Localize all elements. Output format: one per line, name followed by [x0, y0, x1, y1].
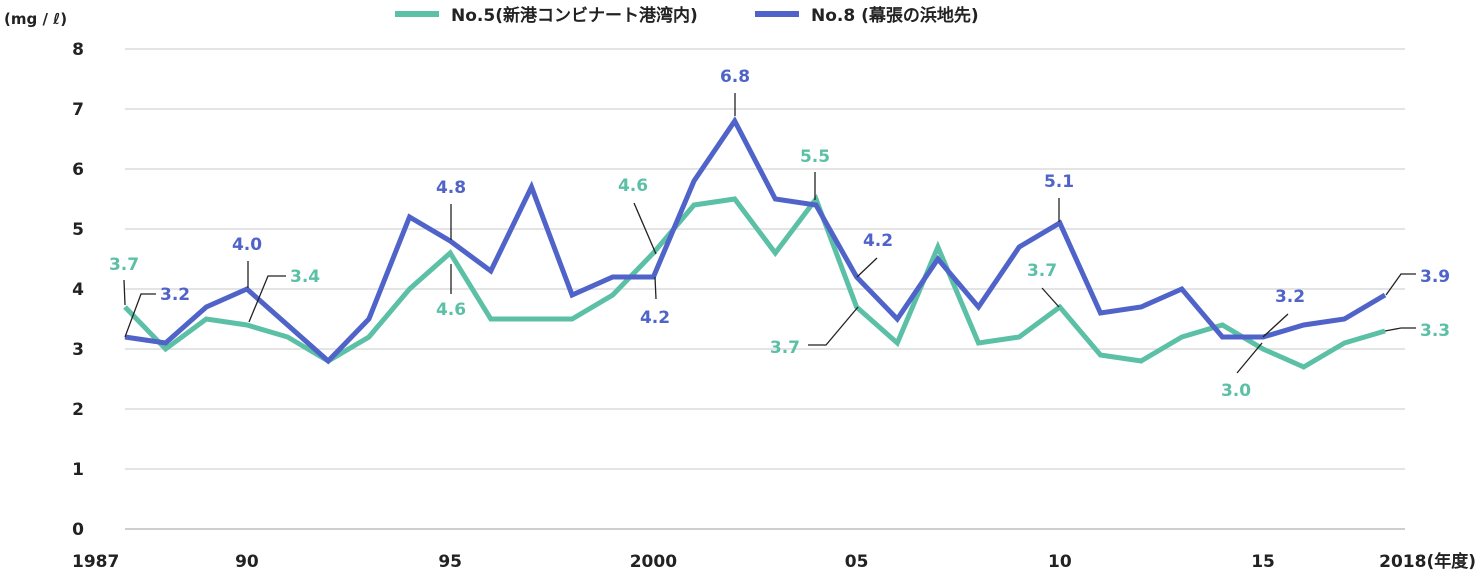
- x-tick-label: 2018(年度): [1379, 551, 1476, 570]
- data-label: 3.7: [1027, 261, 1057, 281]
- leader-line: [654, 276, 657, 300]
- leader-line: [123, 279, 126, 306]
- y-tick-label: 6: [72, 160, 84, 180]
- y-tick-label: 2: [72, 400, 84, 420]
- data-label: 5.5: [800, 147, 830, 167]
- data-label: 3.4: [290, 267, 320, 287]
- data-label: 6.8: [720, 67, 750, 87]
- data-label: 4.6: [618, 176, 648, 196]
- data-label: 3.7: [109, 255, 139, 275]
- leader-line: [248, 275, 286, 323]
- x-tick-label: 05: [845, 552, 869, 570]
- x-tick-label: 95: [438, 552, 462, 570]
- y-tick-label: 1: [72, 460, 84, 480]
- y-tick-label: 4: [72, 280, 84, 300]
- leader-line: [808, 306, 859, 346]
- leader-line: [1041, 287, 1060, 308]
- data-label: 3.2: [1275, 287, 1305, 307]
- legend-label: No.8 (幕張の浜地先): [811, 5, 979, 26]
- leader-line: [633, 202, 657, 255]
- data-label: 3.3: [1420, 321, 1450, 341]
- y-tick-label: 8: [72, 40, 84, 60]
- x-tick-label: 2000: [630, 552, 677, 570]
- y-unit-label: (mg / ℓ): [4, 10, 67, 28]
- data-label: 3.0: [1221, 381, 1251, 401]
- x-tick-label: 1987: [72, 552, 119, 570]
- leader-line: [1236, 342, 1263, 374]
- x-tick-label: 15: [1251, 552, 1275, 570]
- y-tick-label: 7: [72, 100, 84, 120]
- data-labels: 3.7 3.4 4.6 4.6 5.5 3.7 3.7 3.0 3.3 3.2 4.0 4.8 4.2 6…: [109, 67, 1450, 401]
- y-tick-label: 3: [72, 340, 84, 360]
- leader-line: [124, 293, 156, 338]
- data-label: 4.8: [436, 178, 466, 198]
- data-label: 4.2: [640, 308, 670, 328]
- data-label: 5.1: [1044, 172, 1074, 192]
- data-label: 3.2: [160, 285, 190, 305]
- data-label: 4.2: [863, 231, 893, 251]
- series-lines: [123, 116, 1387, 370]
- leader-line: [1384, 327, 1416, 332]
- data-label: 4.6: [436, 300, 466, 320]
- y-tick-label: 5: [72, 220, 84, 240]
- leader-line: [1262, 313, 1289, 338]
- data-label: 3.7: [770, 338, 800, 358]
- y-tick-label: 0: [72, 520, 84, 540]
- x-tick-label: 10: [1048, 552, 1072, 570]
- legend: No.5(新港コンビナート港湾内) No.8 (幕張の浜地先): [395, 5, 979, 26]
- series-line: [124, 116, 1387, 365]
- y-axis: 0 1 2 3 4 5 6 7 8: [72, 40, 84, 540]
- legend-label: No.5(新港コンビナート港湾内): [451, 5, 698, 26]
- leader-line: [856, 257, 878, 278]
- x-axis: 1987 90 95 2000 05 10 15 2018(年度): [72, 551, 1476, 570]
- data-label: 4.0: [232, 235, 262, 255]
- leader-line: [1385, 273, 1416, 296]
- x-tick-label: 90: [235, 552, 259, 570]
- data-label: 3.9: [1420, 267, 1450, 287]
- grid-lines: [125, 48, 1405, 530]
